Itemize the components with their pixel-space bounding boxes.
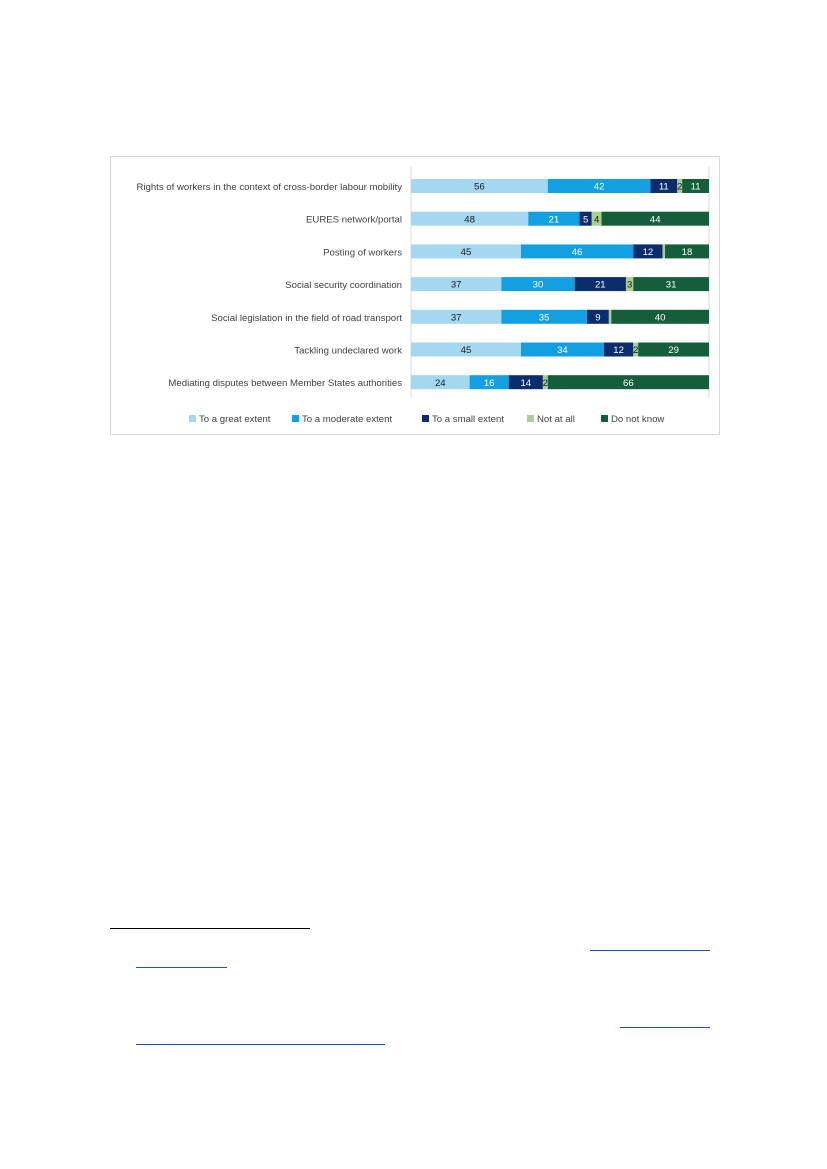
data-label-to-a-small-extent-5: 9 xyxy=(595,312,600,323)
legend-swatch-to-a-moderate-extent xyxy=(292,415,299,422)
data-label-not-at-all-2: 4 xyxy=(594,214,600,225)
data-label-not-at-all-4: 3 xyxy=(627,280,632,291)
footnote-link-2[interactable] xyxy=(620,1027,710,1028)
bar-not-at-all-4 xyxy=(625,277,634,292)
bar-not-at-all-3 xyxy=(662,244,666,259)
bar-do-not-know-2 xyxy=(601,211,709,226)
bar-to-a-moderate-extent-1 xyxy=(547,179,651,193)
data-label-to-a-great-extent-5: 37 xyxy=(451,312,462,323)
bar-to-a-great-extent-1 xyxy=(411,179,548,193)
data-label-to-a-great-extent-1: 56 xyxy=(474,182,485,193)
bar-do-not-know-6 xyxy=(638,342,709,357)
data-label-to-a-moderate-extent-2: 21 xyxy=(549,214,560,225)
data-label-to-a-small-extent-4: 21 xyxy=(595,280,606,291)
bar-do-not-know-1 xyxy=(682,179,709,193)
data-label-to-a-great-extent-3: 45 xyxy=(461,247,472,258)
bar-to-a-small-extent-2 xyxy=(579,211,592,226)
data-label-to-a-great-extent-4: 37 xyxy=(451,280,462,291)
legend-swatch-to-a-great-extent xyxy=(189,415,196,422)
legend-label-to-a-great-extent: To a great extent xyxy=(199,414,271,425)
data-label-to-a-moderate-extent-4: 30 xyxy=(533,280,544,291)
data-label-to-a-great-extent-2: 48 xyxy=(464,214,475,225)
data-label-do-not-know-1: 11 xyxy=(691,182,701,193)
data-label-do-not-know-3: 18 xyxy=(682,247,693,258)
data-label-do-not-know-4: 31 xyxy=(666,280,677,291)
bar-to-a-moderate-extent-7 xyxy=(469,375,509,390)
footnote-link-1[interactable] xyxy=(590,950,710,951)
category-label-6: Tackling undeclared work xyxy=(294,346,402,357)
bar-do-not-know-4 xyxy=(633,277,709,292)
category-label-2: EURES network/portal xyxy=(306,215,402,226)
legend-label-not-at-all: Not at all xyxy=(537,414,575,425)
bar-to-a-small-extent-1 xyxy=(650,179,678,193)
data-label-not-at-all-1: 2 xyxy=(677,182,682,193)
data-label-to-a-small-extent-6: 12 xyxy=(613,345,624,356)
bar-to-a-great-extent-7 xyxy=(411,375,470,390)
bar-to-a-great-extent-4 xyxy=(411,277,502,292)
bar-do-not-know-7 xyxy=(547,375,709,390)
bar-not-at-all-5 xyxy=(608,309,612,324)
data-label-to-a-moderate-extent-3: 46 xyxy=(572,247,583,258)
data-label-do-not-know-6: 29 xyxy=(668,345,679,356)
bar-to-a-moderate-extent-6 xyxy=(520,342,604,357)
bar-to-a-small-extent-5 xyxy=(586,309,609,324)
data-label-to-a-moderate-extent-7: 16 xyxy=(484,378,495,389)
bar-to-a-small-extent-7 xyxy=(508,375,543,390)
bar-to-a-moderate-extent-4 xyxy=(501,277,575,292)
data-label-to-a-moderate-extent-1: 42 xyxy=(594,182,605,193)
legend-swatch-to-a-small-extent xyxy=(422,415,429,422)
data-label-do-not-know-7: 66 xyxy=(623,378,634,389)
bar-to-a-great-extent-6 xyxy=(411,342,521,357)
data-label-to-a-small-extent-3: 12 xyxy=(643,247,654,258)
data-label-to-a-moderate-extent-6: 34 xyxy=(557,345,568,356)
bar-not-at-all-2 xyxy=(591,211,602,226)
category-label-7: Mediating disputes between Member States… xyxy=(168,378,402,389)
bar-to-a-moderate-extent-2 xyxy=(528,211,580,226)
data-label-to-a-great-extent-6: 45 xyxy=(461,345,472,356)
bar-to-a-small-extent-3 xyxy=(633,244,663,259)
legend-swatch-not-at-all xyxy=(527,415,534,422)
bar-not-at-all-1 xyxy=(677,179,683,193)
footnote-link-1-continued[interactable] xyxy=(136,967,227,968)
bar-do-not-know-3 xyxy=(665,244,709,259)
bar-not-at-all-6 xyxy=(633,342,639,357)
category-label-4: Social security coordination xyxy=(285,280,402,291)
legend-swatch-do-not-know xyxy=(601,415,608,422)
data-label-do-not-know-2: 44 xyxy=(650,214,661,225)
footnote-link-2-continued[interactable] xyxy=(136,1044,385,1045)
bar-to-a-moderate-extent-3 xyxy=(520,244,634,259)
data-label-not-at-all-6: 2 xyxy=(633,345,638,356)
bar-to-a-great-extent-5 xyxy=(411,309,502,324)
category-label-1: Rights of workers in the context of cros… xyxy=(136,182,402,193)
data-label-to-a-moderate-extent-5: 35 xyxy=(539,312,550,323)
bar-to-a-great-extent-2 xyxy=(411,211,529,226)
bar-to-a-great-extent-3 xyxy=(411,244,521,259)
data-label-to-a-great-extent-7: 24 xyxy=(435,378,446,389)
data-label-to-a-small-extent-1: 11 xyxy=(659,182,669,193)
bar-do-not-know-5 xyxy=(611,309,709,324)
footnote-separator xyxy=(110,928,310,929)
bar-to-a-small-extent-4 xyxy=(574,277,626,292)
stacked-bar-chart: Rights of workers in the context of cros… xyxy=(136,167,710,425)
data-label-to-a-small-extent-7: 14 xyxy=(520,378,531,389)
bar-not-at-all-7 xyxy=(542,375,548,390)
legend-label-to-a-moderate-extent: To a moderate extent xyxy=(302,414,392,425)
category-label-5: Social legislation in the field of road … xyxy=(211,313,402,324)
chart-frame: Rights of workers in the context of cros… xyxy=(110,156,720,435)
bar-to-a-small-extent-6 xyxy=(603,342,634,357)
bar-to-a-moderate-extent-5 xyxy=(501,309,587,324)
data-label-to-a-small-extent-2: 5 xyxy=(583,214,588,225)
data-label-not-at-all-7: 2 xyxy=(543,378,548,389)
category-label-3: Posting of workers xyxy=(323,247,402,258)
legend-label-to-a-small-extent: To a small extent xyxy=(432,414,504,425)
legend-label-do-not-know: Do not know xyxy=(611,414,664,425)
data-label-do-not-know-5: 40 xyxy=(655,312,666,323)
